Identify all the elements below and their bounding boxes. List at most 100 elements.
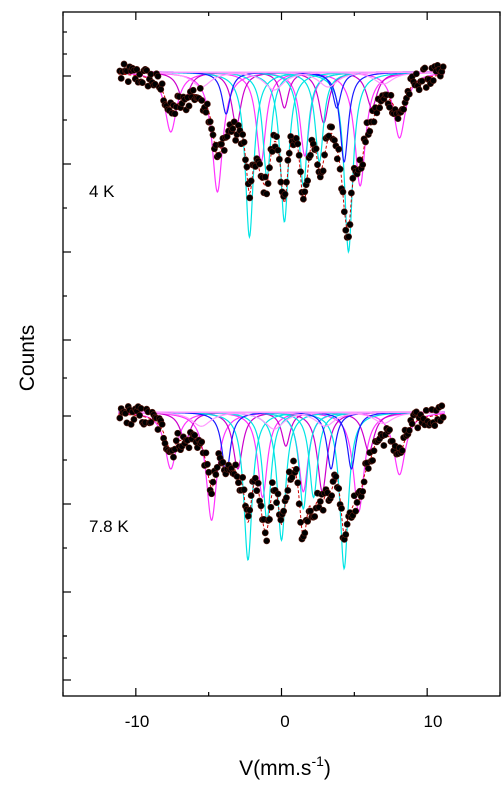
data-point-p1-229 (439, 413, 447, 421)
data-point-p0-191 (386, 103, 393, 111)
data-point-p0-22 (147, 70, 155, 78)
data-point-p0-182 (373, 109, 381, 117)
data-point-p0-172 (359, 161, 367, 169)
data-point-p0-113 (275, 155, 283, 163)
data-point-p0-90 (243, 163, 251, 171)
data-point-p0-165 (349, 174, 357, 182)
data-point-p0-27 (154, 72, 162, 80)
data-point-p0-192 (387, 91, 395, 99)
x-tick-label-0: -10 (125, 712, 150, 731)
x-tick-label-2: 10 (424, 712, 443, 731)
data-point-p0-88 (240, 138, 248, 146)
data-point-p0-162 (345, 233, 352, 241)
data-point-p0-6 (124, 78, 132, 86)
data-point-p0-70 (215, 151, 223, 159)
data-point-p0-117 (281, 190, 289, 198)
data-point-p1-173 (360, 478, 368, 486)
data-point-p0-104 (263, 190, 271, 198)
data-point-p0-210 (412, 70, 420, 78)
data-point-p0-133 (304, 177, 312, 185)
data-point-p0-217 (422, 84, 430, 91)
data-points-layer (116, 60, 447, 545)
data-point-p0-180 (370, 118, 378, 126)
data-point-p1-69 (213, 463, 221, 471)
fit-line-p1-c2-l1 (118, 411, 445, 522)
data-point-p0-140 (314, 161, 321, 169)
data-point-p1-100 (257, 502, 265, 510)
data-point-p0-120 (285, 149, 293, 157)
data-point-p1-191 (386, 426, 393, 434)
data-point-p1-82 (232, 461, 240, 469)
x-tick-label-1: 0 (280, 712, 289, 731)
data-point-p1-155 (335, 485, 343, 492)
data-point-p0-145 (321, 151, 328, 159)
data-point-p1-107 (267, 503, 275, 511)
data-point-p1-153 (332, 473, 340, 480)
data-point-p1-98 (254, 479, 262, 487)
data-point-p1-97 (253, 487, 261, 495)
data-point-p0-205 (405, 90, 413, 98)
data-point-p1-138 (311, 513, 319, 520)
data-point-p1-14 (136, 411, 143, 419)
data-point-p0-103 (261, 173, 269, 181)
x-axis-label-superscript: -1 (311, 753, 324, 769)
data-point-p1-228 (438, 402, 446, 410)
data-point-p0-105 (264, 180, 272, 187)
data-point-p0-201 (400, 105, 408, 113)
x-axis-label-suffix: ) (324, 757, 331, 780)
data-point-p1-211 (414, 424, 422, 432)
data-point-p1-63 (205, 468, 213, 476)
data-point-p1-61 (202, 449, 210, 457)
data-point-p1-108 (268, 479, 276, 486)
data-point-p1-91 (244, 512, 252, 520)
fit-line-p1-c2-l5 (118, 411, 445, 571)
data-point-p0-82 (232, 136, 240, 144)
data-point-p1-93 (247, 492, 255, 499)
data-point-p0-1 (117, 75, 125, 82)
data-point-p0-156 (336, 165, 344, 173)
fit-line-p0-c2-l3 (118, 71, 445, 188)
data-point-p1-111 (273, 499, 280, 506)
data-point-p0-87 (239, 131, 247, 138)
x-axis-label: V(mm.s-1) (239, 753, 331, 780)
data-point-p0-29 (157, 85, 165, 93)
data-point-p1-103 (261, 529, 269, 537)
data-point-p0-131 (301, 188, 309, 196)
data-point-p1-32 (161, 439, 169, 447)
data-point-p0-99 (256, 160, 264, 168)
fit-line-p1-c1-l0 (118, 411, 445, 442)
data-point-p1-126 (294, 479, 302, 487)
data-point-p1-38 (170, 453, 177, 461)
data-point-p0-19 (143, 66, 151, 74)
data-point-p0-126 (294, 140, 302, 148)
data-point-p1-53 (191, 431, 199, 439)
data-point-p1-83 (233, 473, 241, 480)
data-point-p0-197 (394, 115, 402, 123)
data-point-p0-163 (346, 221, 354, 228)
data-point-p0-159 (340, 208, 348, 216)
data-point-p1-114 (277, 516, 285, 524)
data-point-p1-68 (212, 471, 220, 478)
data-point-p1-150 (328, 492, 336, 500)
data-point-p1-161 (343, 520, 351, 528)
data-point-p1-118 (283, 494, 290, 502)
data-point-p1-73 (219, 458, 227, 466)
data-point-p1-49 (185, 444, 193, 452)
data-point-p1-187 (380, 442, 388, 449)
data-point-p1-87 (239, 474, 247, 481)
data-point-p1-116 (280, 507, 288, 515)
data-point-p1-200 (398, 447, 406, 454)
data-point-p0-80 (229, 125, 237, 133)
data-point-p0-144 (319, 167, 327, 175)
data-point-p0-106 (266, 164, 273, 172)
data-point-p1-176 (364, 465, 372, 472)
data-point-p0-112 (274, 146, 282, 154)
data-point-p1-123 (290, 457, 297, 465)
data-point-p1-65 (208, 490, 215, 498)
data-point-p0-65 (208, 125, 215, 133)
data-point-p1-157 (338, 504, 345, 512)
data-point-p1-15 (137, 405, 145, 412)
data-point-p0-216 (421, 64, 429, 72)
data-point-p1-104 (263, 537, 271, 545)
data-point-p1-106 (266, 516, 273, 523)
